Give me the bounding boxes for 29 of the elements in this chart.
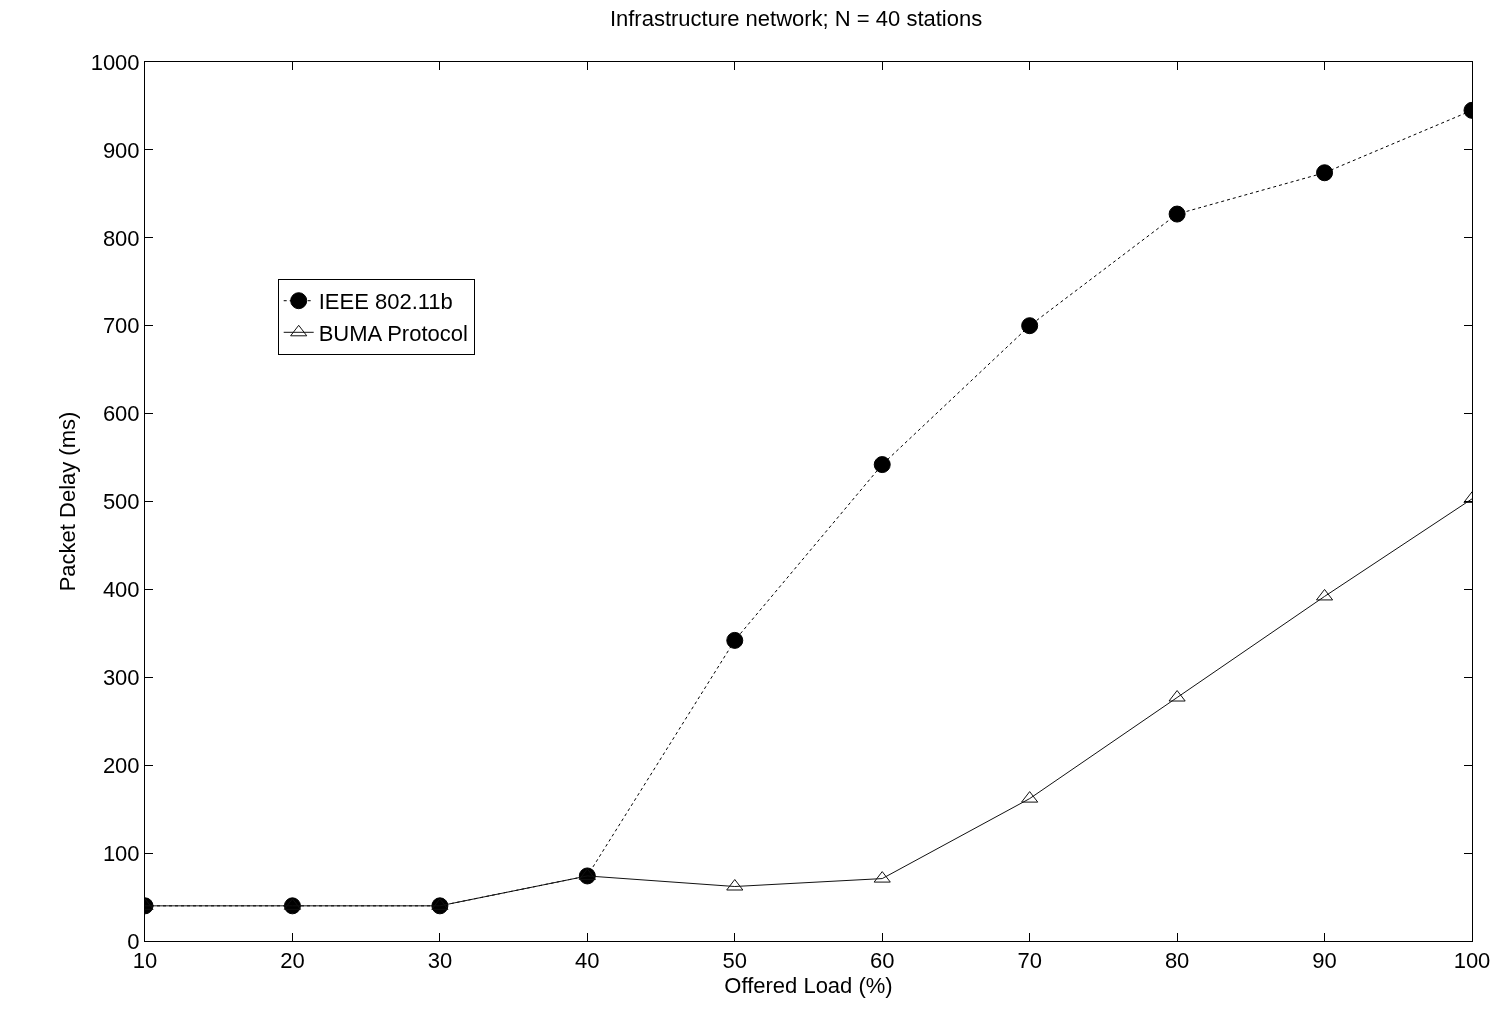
y-tick-label: 900 (102, 137, 140, 163)
x-tick-label: 40 (575, 948, 600, 974)
y-tick-label: 700 (102, 313, 140, 339)
y-tick-label: 500 (102, 489, 140, 515)
x-tick-label: 100 (1453, 948, 1491, 974)
x-tick-label: 70 (1017, 948, 1042, 974)
x-tick-label: 20 (280, 948, 305, 974)
legend-label: BUMA Protocol (318, 320, 468, 346)
x-tick-label: 80 (1164, 948, 1190, 974)
point (1021, 317, 1039, 335)
point (726, 631, 744, 649)
x-tick-label: 60 (869, 948, 895, 974)
chart-title: Infrastructure network; N = 40 stations (609, 5, 983, 31)
y-tick-label: 300 (102, 665, 140, 690)
x-axis-title: Offered Load (%) (724, 973, 893, 999)
y-tick-label: 200 (102, 752, 140, 778)
y-tick-label: 400 (102, 577, 140, 603)
y-tick-label: 600 (102, 401, 140, 427)
x-tick-label: 30 (427, 948, 453, 974)
x-tick-label: 90 (1312, 948, 1337, 974)
y-tick-label: 100 (102, 840, 140, 866)
point (1316, 164, 1334, 182)
point (1168, 205, 1186, 223)
x-tick-label: 50 (722, 948, 748, 974)
y-tick-label: 800 (102, 225, 140, 251)
point (873, 456, 891, 474)
y-axis-title: Packet Delay (ms) (55, 411, 81, 592)
legend-label: IEEE 802.11b (318, 289, 453, 315)
y-tick-label: 1000 (90, 49, 140, 75)
